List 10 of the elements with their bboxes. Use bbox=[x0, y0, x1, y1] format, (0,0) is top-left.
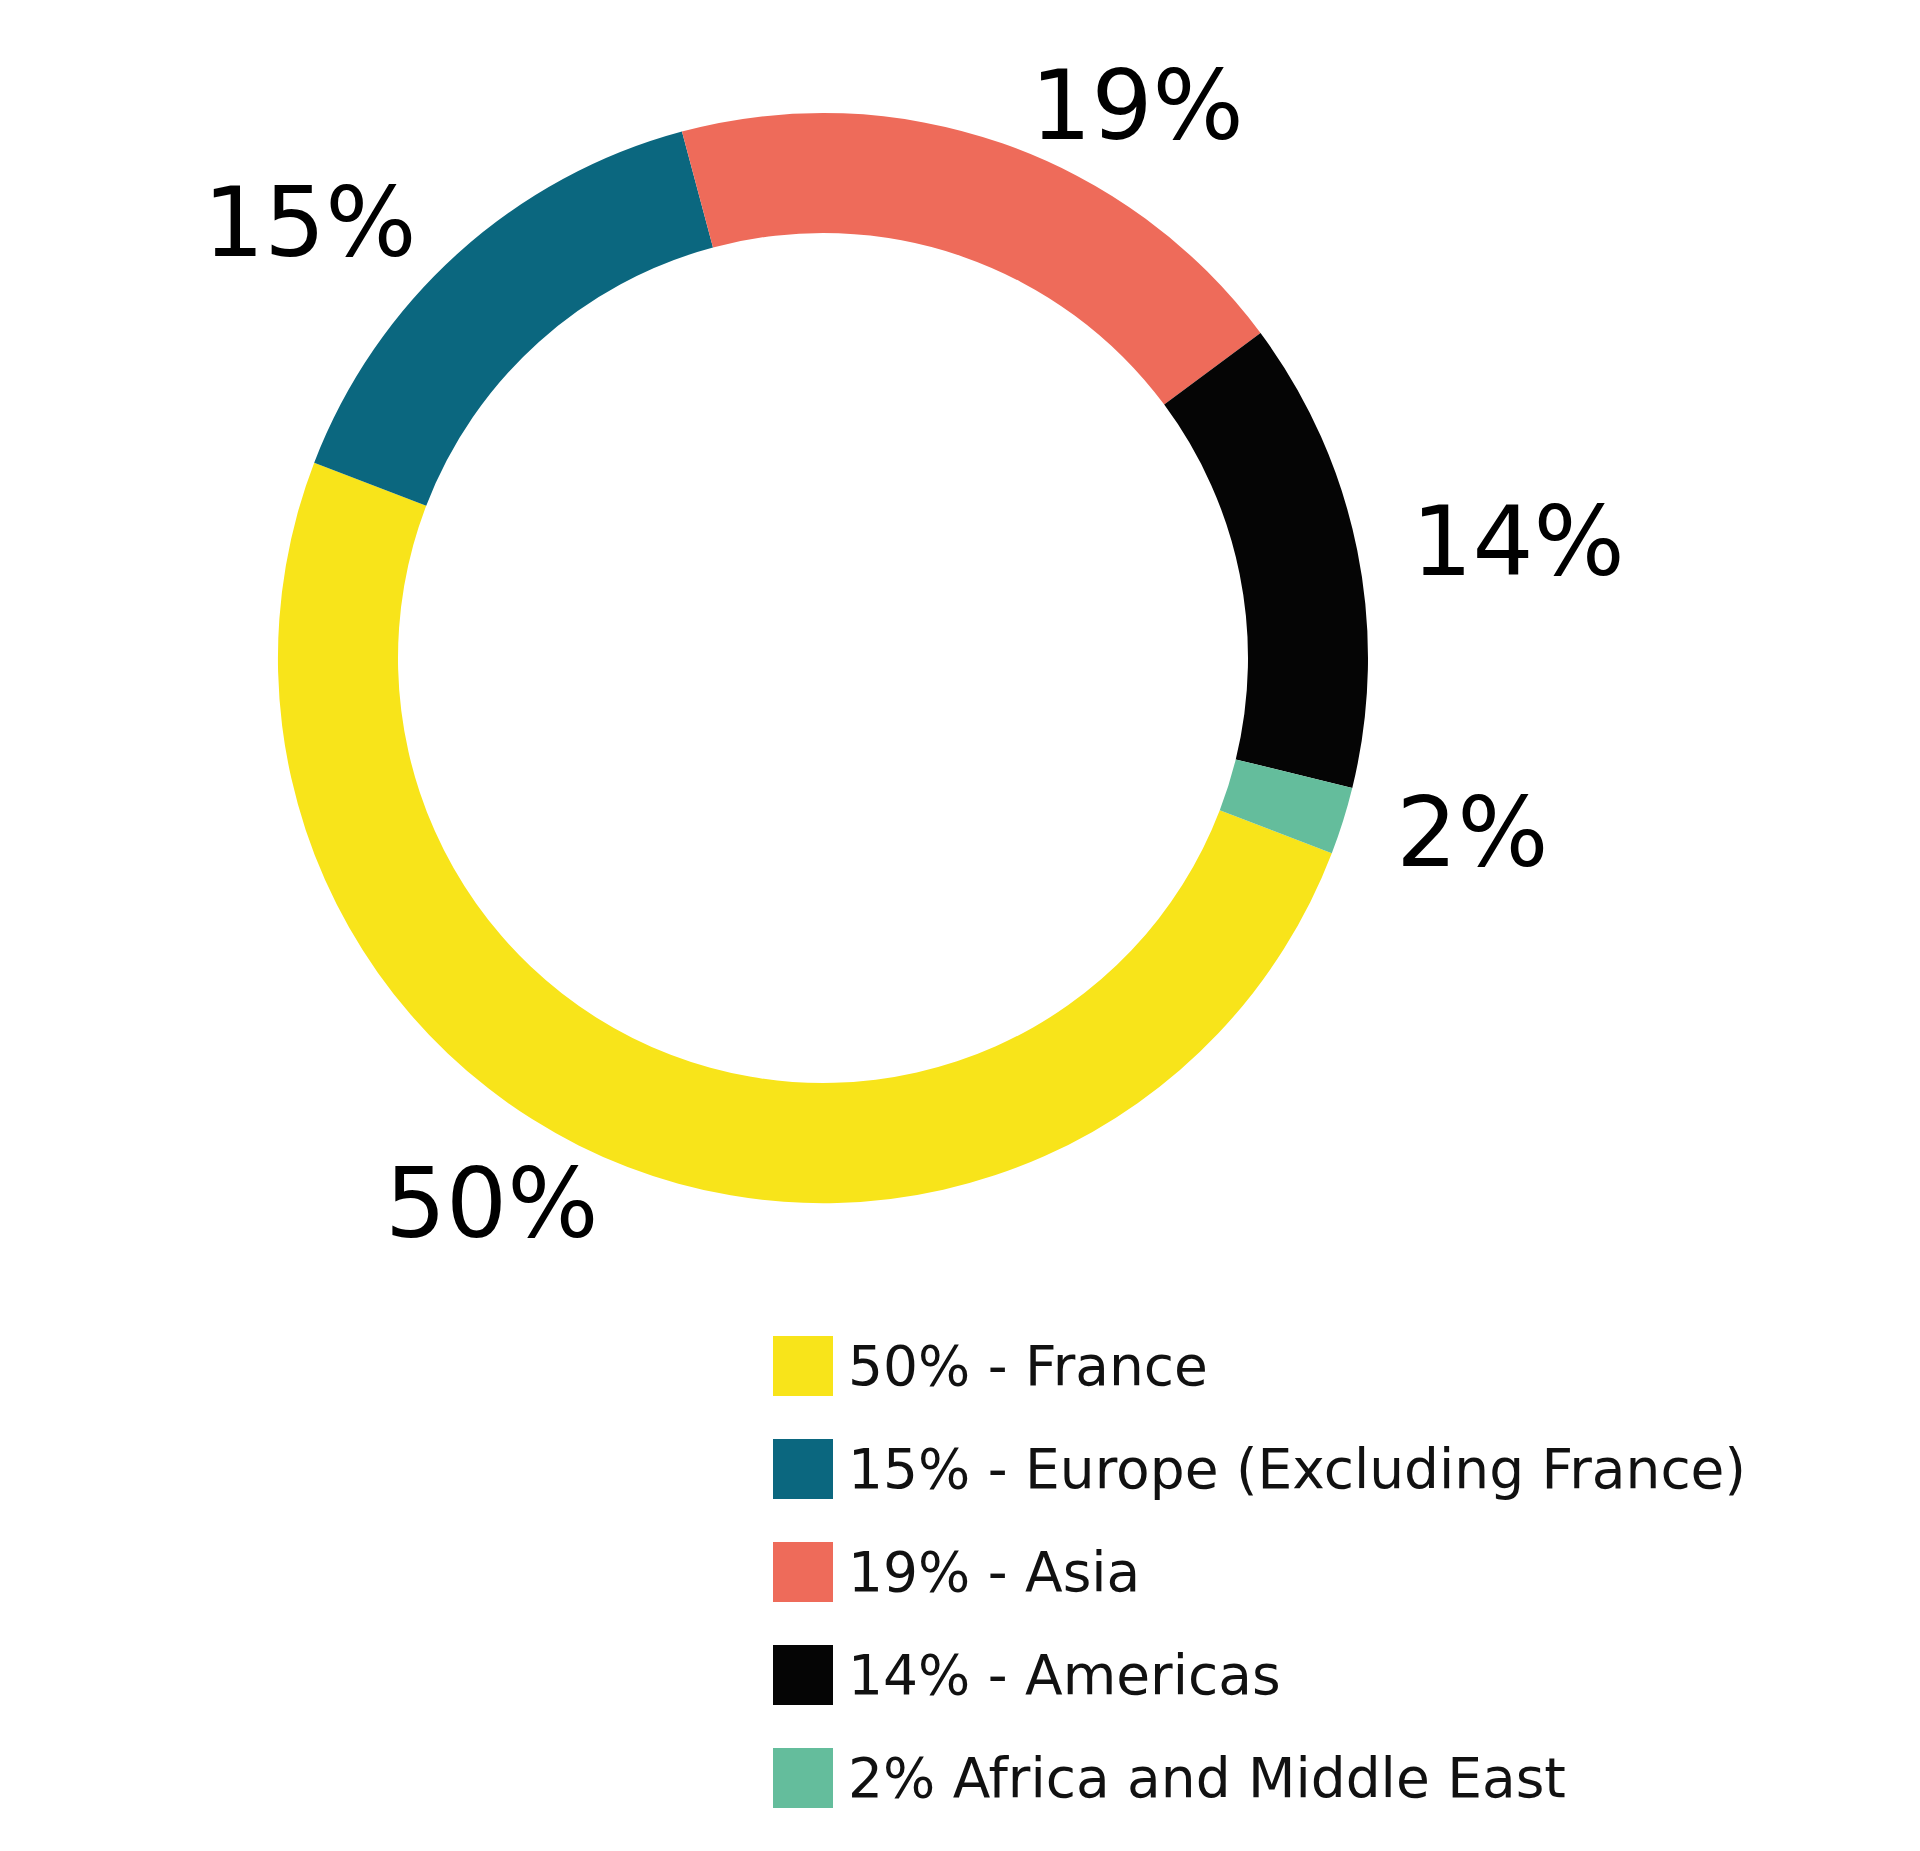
legend-label: 14% - Americas bbox=[848, 1643, 1281, 1707]
data-label: 15% bbox=[203, 167, 417, 280]
legend-label: 15% - Europe (Excluding France) bbox=[848, 1437, 1746, 1501]
legend-label: 2% Africa and Middle East bbox=[848, 1746, 1566, 1810]
legend-label: 19% - Asia bbox=[848, 1540, 1141, 1604]
data-label: 50% bbox=[384, 1148, 599, 1261]
data-label: 14% bbox=[1411, 486, 1625, 599]
data-label: 2% bbox=[1396, 776, 1549, 889]
data-label: 19% bbox=[1030, 49, 1244, 162]
legend-label: 50% - France bbox=[848, 1334, 1208, 1398]
